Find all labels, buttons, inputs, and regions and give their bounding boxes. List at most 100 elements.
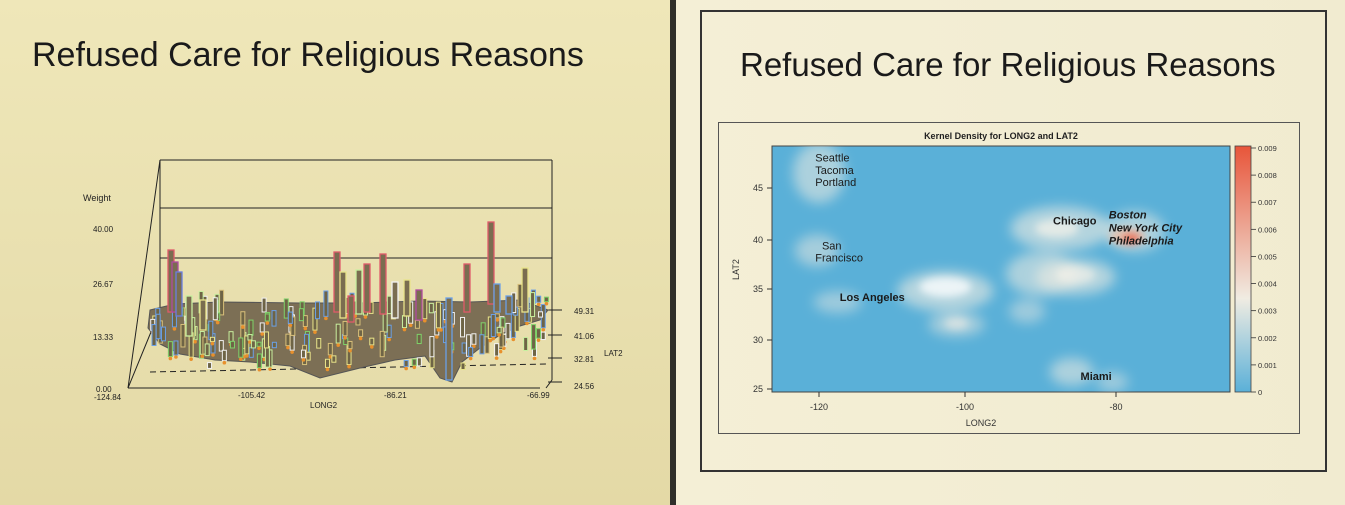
bar xyxy=(316,338,322,349)
point-marker xyxy=(174,355,178,359)
bar xyxy=(333,251,341,313)
z-axis-label: Weight xyxy=(83,193,111,203)
bar xyxy=(180,323,186,348)
density-core xyxy=(944,317,969,330)
x-tick-label: -120 xyxy=(810,402,828,412)
bar xyxy=(283,298,289,319)
point-marker xyxy=(324,316,328,321)
point-marker xyxy=(200,354,205,359)
point-marker xyxy=(248,340,252,344)
bar xyxy=(256,353,262,369)
point-marker xyxy=(491,336,496,341)
x-axis-label: LONG2 xyxy=(966,418,997,428)
bar xyxy=(302,315,308,327)
bar xyxy=(403,360,409,367)
city-label: Chicago xyxy=(1053,215,1097,227)
bar xyxy=(175,271,183,317)
bar xyxy=(331,355,337,363)
bar xyxy=(287,311,293,324)
colorbar xyxy=(1234,145,1252,393)
y-tick-label: 32.81 xyxy=(574,355,595,364)
bar xyxy=(531,324,537,350)
city-label: Portland xyxy=(815,177,856,189)
colorbar-tick-label: 0.006 xyxy=(1258,225,1277,234)
point-marker xyxy=(168,356,173,361)
point-marker xyxy=(257,367,262,372)
colorbar-tick-label: 0.004 xyxy=(1258,280,1277,289)
point-marker xyxy=(343,335,347,340)
point-marker xyxy=(303,326,308,331)
city-label: Philadelphia xyxy=(1109,236,1174,248)
left-3d-bar-chart: Weight 40.00 26.67 13.33 0.00 -124.84 -1… xyxy=(83,159,623,410)
point-marker xyxy=(193,339,197,344)
z-tick-label: 13.33 xyxy=(93,333,114,342)
y-tick-label: 35 xyxy=(753,284,763,294)
bar xyxy=(538,311,544,318)
bar xyxy=(212,297,218,321)
point-marker xyxy=(495,318,500,322)
bar xyxy=(523,336,529,352)
density-core xyxy=(1122,233,1141,244)
bar xyxy=(422,298,428,320)
bar xyxy=(369,337,375,346)
bar xyxy=(471,333,477,345)
point-marker xyxy=(439,328,443,332)
point-marker xyxy=(387,337,391,342)
bar xyxy=(358,329,364,337)
density-blobs xyxy=(793,146,1165,392)
point-marker xyxy=(498,349,503,354)
point-marker xyxy=(257,346,261,351)
z-tick-label: 26.67 xyxy=(93,280,114,289)
colorbar-tick-label: 0.008 xyxy=(1258,171,1277,180)
point-marker xyxy=(497,333,501,337)
density-core xyxy=(919,276,972,297)
right-slide: Refused Care for Religious Reasons Kerne… xyxy=(676,0,1345,505)
point-marker xyxy=(210,341,215,346)
density-blob xyxy=(813,291,862,314)
bar xyxy=(339,271,347,319)
bar xyxy=(463,263,471,313)
point-marker xyxy=(544,301,549,306)
bar xyxy=(315,301,321,320)
bar xyxy=(155,313,161,340)
bar xyxy=(435,301,441,329)
bar xyxy=(487,221,495,305)
density-blob xyxy=(1096,371,1129,392)
bar xyxy=(428,302,434,314)
bar xyxy=(460,316,466,338)
bar xyxy=(248,347,254,358)
bar xyxy=(238,337,244,358)
z-tick-label: 40.00 xyxy=(93,225,114,234)
bar xyxy=(490,313,496,338)
bar xyxy=(323,290,329,317)
point-marker xyxy=(363,315,368,319)
x-tick-label: -100 xyxy=(956,402,974,412)
point-marker xyxy=(532,356,537,361)
point-marker xyxy=(541,327,546,332)
bar xyxy=(355,318,361,326)
y-axis-label: LAT2 xyxy=(731,259,741,280)
y-tick-label: 30 xyxy=(753,335,763,345)
point-marker xyxy=(286,345,290,350)
heatmap-title: Kernel Density for LONG2 and LAT2 xyxy=(924,131,1078,141)
bar xyxy=(264,313,270,322)
colorbar-tick-label: 0.003 xyxy=(1258,307,1277,316)
colorbar-tick-label: 0.002 xyxy=(1258,334,1277,343)
bar xyxy=(429,336,435,358)
point-marker xyxy=(245,354,249,358)
bar xyxy=(298,308,304,322)
z-tick-label: 0.00 xyxy=(96,385,112,394)
point-marker xyxy=(347,364,351,369)
bar xyxy=(379,253,387,315)
point-marker xyxy=(313,330,317,334)
bar xyxy=(500,317,506,328)
bar xyxy=(382,313,388,333)
bar xyxy=(240,311,246,326)
point-marker xyxy=(358,336,363,341)
y-tick-label: 41.06 xyxy=(574,332,595,341)
colorbar-tick-label: 0.005 xyxy=(1258,252,1277,261)
bar xyxy=(167,341,173,357)
colorbar-tick-label: 0 xyxy=(1258,388,1262,397)
bar xyxy=(342,320,348,337)
